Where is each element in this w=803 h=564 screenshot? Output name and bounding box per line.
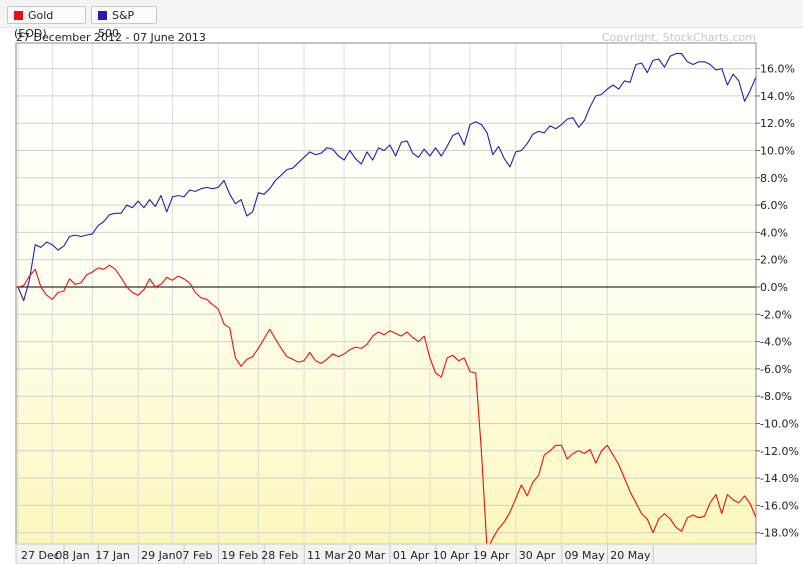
x-tick-label: 20 May bbox=[610, 549, 651, 562]
gold-swatch-icon bbox=[14, 11, 23, 20]
legend-label: Gold (EOD) bbox=[14, 9, 54, 40]
x-tick-label: 27 Dec bbox=[21, 549, 60, 562]
legend-item-sp500[interactable]: S&P 500 bbox=[91, 6, 157, 40]
x-tick-label: 28 Feb bbox=[261, 549, 298, 562]
y-tick-label: 14.0% bbox=[760, 90, 795, 103]
y-tick-label: -14.0% bbox=[760, 472, 799, 485]
plot-background bbox=[16, 43, 756, 544]
x-tick-label: 10 Apr bbox=[433, 549, 470, 562]
gold-line bbox=[17, 264, 757, 551]
y-tick-label: -8.0% bbox=[760, 390, 792, 403]
x-tick-label: 20 Mar bbox=[347, 549, 386, 562]
y-tick-label: -10.0% bbox=[760, 418, 799, 431]
y-tick-label: -18.0% bbox=[760, 527, 799, 540]
y-tick-label: -12.0% bbox=[760, 445, 799, 458]
sp500-line bbox=[17, 53, 757, 302]
legend-label: S&P 500 bbox=[98, 9, 135, 40]
y-tick-label: 0.0% bbox=[760, 281, 788, 294]
copyright-text: Copyright, StockCharts.com bbox=[601, 31, 756, 44]
x-tick-label: 19 Feb bbox=[221, 549, 258, 562]
y-tick-label: 8.0% bbox=[760, 172, 788, 185]
y-tick-label: -6.0% bbox=[760, 363, 792, 376]
x-tick-label: 01 Apr bbox=[393, 549, 430, 562]
x-tick-label: 19 Apr bbox=[473, 549, 510, 562]
sp500-swatch-icon bbox=[98, 11, 107, 20]
y-tick-label: 10.0% bbox=[760, 145, 795, 158]
date-range: 27 December 2012 - 07 June 2013 bbox=[16, 31, 206, 44]
x-tick-label: 30 Apr bbox=[519, 549, 556, 562]
series-lines bbox=[17, 53, 757, 551]
y-tick-label: 4.0% bbox=[760, 226, 788, 239]
x-tick-label: 08 Jan bbox=[55, 549, 89, 562]
y-tick-label: 12.0% bbox=[760, 117, 795, 130]
y-tick-label: -4.0% bbox=[760, 336, 792, 349]
x-tick-label: 17 Jan bbox=[95, 549, 129, 562]
y-tick-label: 6.0% bbox=[760, 199, 788, 212]
x-tick-label: 11 Mar bbox=[307, 549, 346, 562]
x-tick-label: 09 May bbox=[564, 549, 605, 562]
x-tick-label: 29 Jan bbox=[141, 549, 175, 562]
y-tick-label: -2.0% bbox=[760, 308, 792, 321]
y-tick-label: 2.0% bbox=[760, 254, 788, 267]
y-tick-label: 16.0% bbox=[760, 63, 795, 76]
legend-bar: Gold (EOD) S&P 500 bbox=[0, 0, 803, 40]
legend-item-gold[interactable]: Gold (EOD) bbox=[7, 6, 86, 40]
y-axis-labels: 16.0% 14.0% 12.0% 10.0% 8.0% 6.0% 4.0% 2.0% 0.0%… bbox=[756, 63, 799, 540]
x-axis-strip bbox=[15, 543, 757, 564]
x-tick-label: 07 Feb bbox=[175, 549, 212, 562]
y-tick-label: -16.0% bbox=[760, 499, 799, 512]
gridlines bbox=[16, 43, 756, 544]
